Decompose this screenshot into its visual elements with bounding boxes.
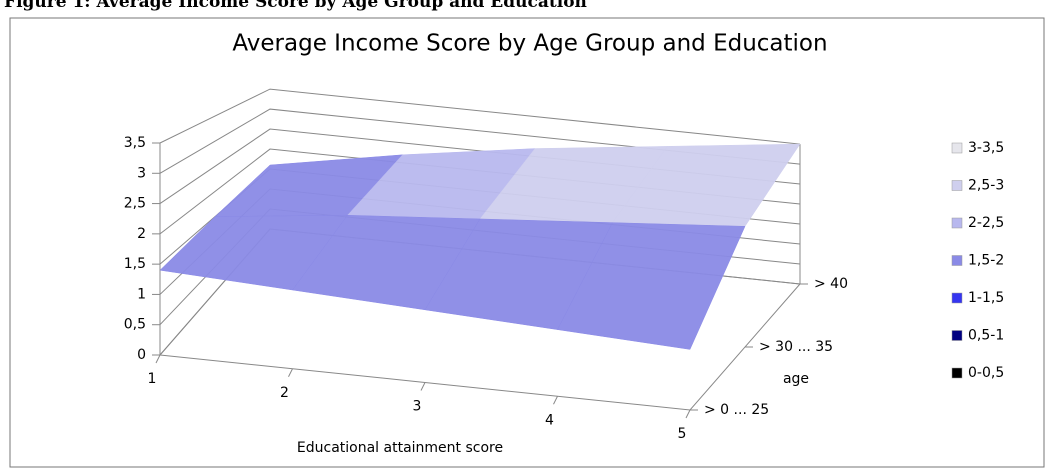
z-tick-label: 0	[137, 347, 146, 363]
legend-label: 1-1,5	[968, 290, 1004, 306]
depth-tick-label: > 40	[814, 276, 848, 292]
z-tick-label: 1,5	[124, 256, 146, 272]
x-tick-label: 5	[678, 426, 687, 442]
legend-label: 0-0,5	[968, 365, 1004, 381]
grid-line	[159, 88, 801, 145]
x-tick-label: 1	[148, 371, 157, 387]
x-tick	[553, 396, 558, 405]
z-tick-label: 1	[137, 286, 146, 302]
figure-caption: Figure 1: Average Income Score by Age Gr…	[4, 0, 587, 12]
legend-swatch	[951, 255, 963, 266]
legend-label: 3-3,5	[968, 140, 1004, 156]
grid-line	[159, 108, 801, 174]
legend-label: 2,5-3	[968, 178, 1004, 194]
x-tick	[288, 368, 293, 377]
legend-label: 1,5-2	[968, 253, 1004, 269]
legend-swatch	[951, 367, 963, 379]
z-tick-label: 3	[137, 165, 146, 181]
legend-swatch	[951, 142, 963, 154]
legend-swatch	[951, 330, 963, 341]
z-tick-label: 0,5	[124, 317, 146, 333]
x-tick-label: 3	[413, 399, 422, 415]
legend-swatch	[951, 180, 963, 191]
x-tick	[685, 409, 691, 419]
legend-swatch	[951, 292, 963, 304]
depth-axis-label: age	[783, 371, 809, 387]
z-tick-label: 3,5	[124, 135, 146, 151]
x-tick-label: 2	[280, 385, 289, 401]
depth-tick-label: > 0 ... 25	[704, 402, 769, 418]
z-tick-label: 2	[137, 226, 146, 242]
depth-tick-label: > 30 ... 35	[759, 339, 833, 355]
z-tick-label: 2,5	[124, 196, 146, 212]
legend-label: 2-2,5	[968, 215, 1004, 231]
surface-facet	[557, 222, 746, 350]
x-axis-label: Educational attainment score	[297, 440, 503, 456]
legend-label: 0,5-1	[968, 328, 1004, 344]
x-tick	[420, 382, 426, 391]
chart-title: Average Income Score by Age Group and Ed…	[232, 31, 827, 57]
x-tick	[155, 354, 161, 364]
x-tick-label: 4	[545, 412, 554, 428]
legend-swatch	[951, 217, 963, 229]
